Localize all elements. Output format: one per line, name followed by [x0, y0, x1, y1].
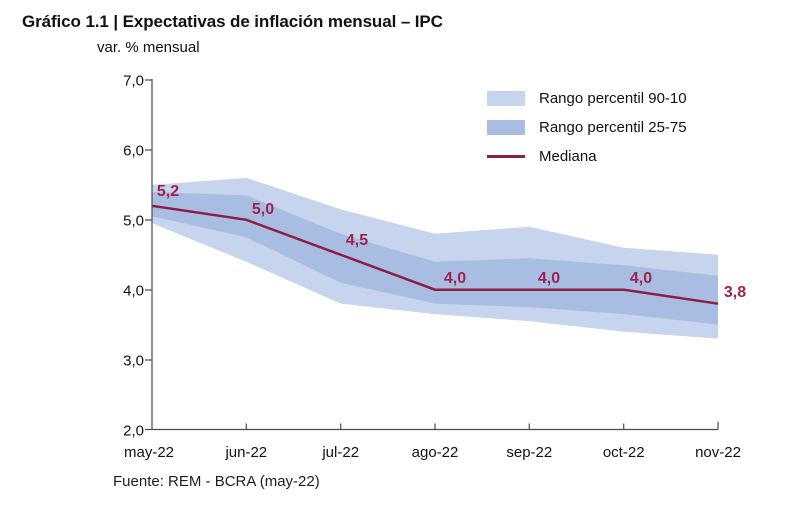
y-tick-label: 3,0	[123, 353, 144, 370]
chart-title: Gráfico 1.1 | Expectativas de inflación …	[22, 12, 443, 31]
legend: Rango percentil 90-10 Rango percentil 25…	[487, 84, 687, 171]
x-tick-label: oct-22	[603, 444, 645, 461]
point-label: 4,5	[346, 232, 368, 249]
y-tick-label: 7,0	[123, 73, 144, 90]
point-label: 4,0	[444, 270, 466, 287]
point-label: 5,0	[252, 201, 274, 218]
x-tick-label: jun-22	[224, 444, 267, 461]
band-90-10-swatch-icon	[487, 91, 525, 106]
point-label: 3,8	[724, 284, 746, 301]
x-axis-labels: may-22 jun-22 jul-22 ago-22 sep-22 oct-2…	[124, 444, 741, 461]
band-25-75-swatch-icon	[487, 120, 525, 135]
legend-item-mediana: Mediana	[487, 142, 687, 171]
x-tick-label: jul-22	[321, 444, 359, 461]
legend-item-90-10: Rango percentil 90-10	[487, 84, 687, 113]
y-axis-labels: 7,0 6,0 5,0 4,0 3,0 2,0	[123, 73, 144, 440]
legend-label: Mediana	[539, 148, 597, 165]
legend-item-25-75: Rango percentil 25-75	[487, 113, 687, 142]
legend-label: Rango percentil 25-75	[539, 119, 687, 136]
x-tick-label: ago-22	[412, 444, 459, 461]
point-label: 4,0	[630, 270, 652, 287]
point-label: 5,2	[157, 183, 179, 200]
x-tick-label: sep-22	[506, 444, 552, 461]
y-tick-label: 4,0	[123, 283, 144, 300]
chart-subtitle: var. % mensual	[97, 39, 200, 56]
axes	[145, 79, 719, 431]
y-tick-label: 6,0	[123, 143, 144, 160]
band-percentile-25-75	[152, 191, 718, 325]
x-tick-label: may-22	[124, 444, 174, 461]
legend-label: Rango percentil 90-10	[539, 90, 687, 107]
median-point-labels: 5,2 5,0 4,5 4,0 4,0 4,0 3,8	[157, 183, 746, 301]
y-tick-label: 2,0	[123, 423, 144, 440]
median-line	[151, 204, 719, 305]
median-line-swatch-icon	[487, 155, 525, 158]
y-tick-label: 5,0	[123, 213, 144, 230]
x-tick-label: nov-22	[695, 444, 741, 461]
source-note: Fuente: REM - BCRA (may-22)	[113, 473, 320, 490]
point-label: 4,0	[538, 270, 560, 287]
